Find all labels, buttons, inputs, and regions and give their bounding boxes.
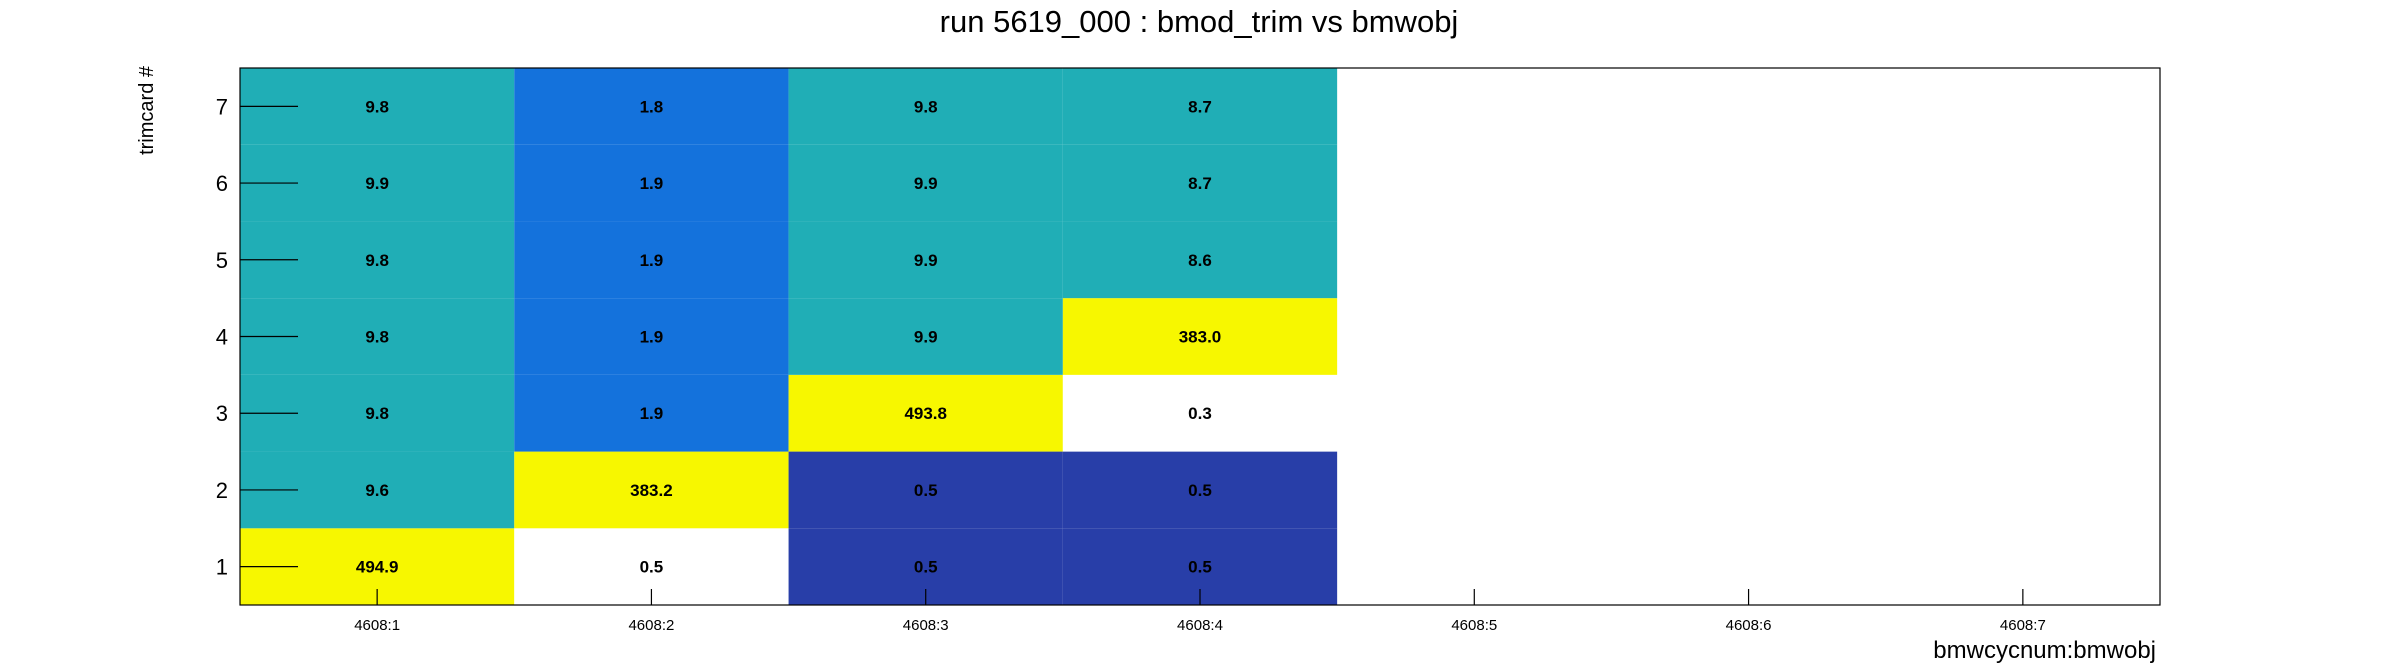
heatmap-cell	[1062, 221, 1338, 299]
y-tick-label: 2	[216, 478, 228, 503]
axes: 1 2 3 4 5 6 7 4608:1 4608:2 4608:3 4608:4 4608:5 460…	[216, 67, 2161, 634]
cell-value-label: 9.9	[914, 174, 938, 193]
cell-value-label: 9.9	[914, 328, 938, 347]
cell-value-label: 0.3	[1188, 404, 1212, 423]
cell-value-label: 494.9	[356, 558, 399, 577]
heatmap-cell	[514, 221, 789, 299]
cell-value-label: 9.8	[365, 97, 389, 116]
cell-value-label: 383.2	[630, 481, 673, 500]
cell-value-label: 9.8	[365, 328, 389, 347]
cell-value-label: 9.9	[365, 174, 389, 193]
heatmap-cell	[514, 451, 789, 529]
y-axis-label: trimcard #	[136, 65, 158, 155]
cell-value-label: 9.6	[365, 481, 389, 500]
y-tick-label: 7	[216, 94, 228, 119]
cell-value-label: 1.9	[640, 404, 664, 423]
y-tick-label: 3	[216, 401, 228, 426]
heatmap-cell	[1062, 451, 1338, 529]
x-axis-label: bmwcycnum:bmwobj	[1933, 637, 2156, 664]
x-tick-label: 4608:2	[628, 617, 674, 634]
heatmap-cell	[514, 374, 789, 452]
cell-value-label: 8.7	[1188, 174, 1212, 193]
cell-value-label: 9.8	[914, 97, 938, 116]
cell-value-label: 0.5	[914, 481, 938, 500]
cell-value-label: 383.0	[1179, 328, 1222, 347]
heatmap-cell	[514, 298, 789, 375]
heatmap-cell	[788, 298, 1063, 375]
heatmap-cell	[788, 374, 1063, 452]
heatmap-cell	[788, 68, 1063, 145]
cell-value-label: 9.9	[914, 251, 938, 270]
y-tick-label: 6	[216, 171, 228, 196]
cell-value-label: 1.9	[640, 174, 664, 193]
heatmap-cells	[240, 68, 1338, 605]
y-tick-label: 4	[216, 325, 228, 350]
heatmap-cell	[514, 144, 789, 222]
x-tick-label: 4608:4	[1177, 617, 1223, 634]
heatmap-cell	[514, 68, 789, 145]
heatmap-cell	[788, 144, 1063, 222]
heatmap-cell	[788, 451, 1063, 529]
cell-value-label: 0.5	[1188, 481, 1212, 500]
y-tick-label: 5	[216, 248, 228, 273]
cell-value-label: 1.8	[640, 97, 664, 116]
y-tick-label: 1	[216, 555, 228, 580]
cell-value-label: 8.7	[1188, 97, 1212, 116]
x-tick-label: 4608:5	[1451, 617, 1497, 634]
x-tick-label: 4608:7	[2000, 617, 2046, 634]
cell-value-label: 0.5	[640, 558, 664, 577]
cell-value-label: 1.9	[640, 328, 664, 347]
x-tick-label: 4608:3	[903, 617, 949, 634]
heatmap-cell	[1062, 68, 1338, 145]
heatmap-cell	[788, 221, 1063, 299]
cell-value-label: 0.5	[1188, 558, 1212, 577]
heatmap-cell	[1062, 144, 1338, 222]
cell-value-label: 9.8	[365, 251, 389, 270]
heatmap-cell	[1062, 298, 1338, 375]
cell-value-labels: 494.9 9.6 9.8 9.8 9.8 9.9 9.8 0.5 383.2 1.9 1.9 1.9…	[356, 97, 1221, 576]
heatmap-cell	[1062, 374, 1338, 452]
cell-value-label: 9.8	[365, 404, 389, 423]
chart-title: run 5619_000 : bmod_trim vs bmwobj	[940, 4, 1459, 39]
x-tick-label: 4608:1	[354, 617, 400, 634]
cell-value-label: 1.9	[640, 251, 664, 270]
cell-value-label: 0.5	[914, 558, 938, 577]
cell-value-label: 493.8	[904, 404, 947, 423]
cell-value-label: 8.6	[1188, 251, 1212, 270]
x-tick-label: 4608:6	[1726, 617, 1772, 634]
